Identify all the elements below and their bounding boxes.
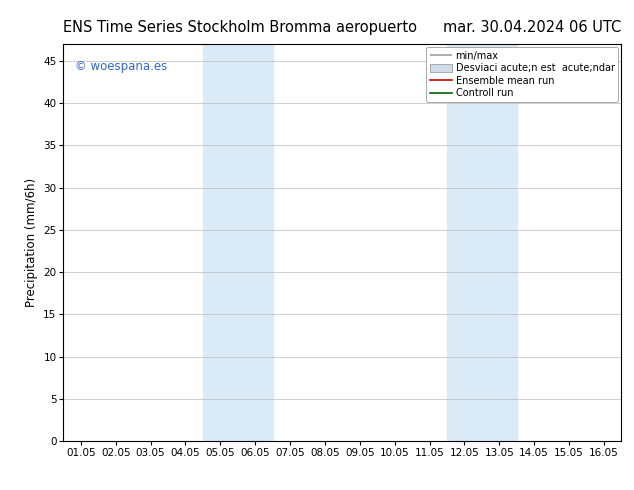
Legend: min/max, Desviaci acute;n est  acute;ndar, Ensemble mean run, Controll run: min/max, Desviaci acute;n est acute;ndar… <box>426 47 618 102</box>
Text: mar. 30.04.2024 06 UTC: mar. 30.04.2024 06 UTC <box>443 20 621 35</box>
Text: © woespana.es: © woespana.es <box>75 60 167 73</box>
Bar <box>203 44 273 441</box>
Y-axis label: Precipitation (mm/6h): Precipitation (mm/6h) <box>25 178 37 307</box>
Text: ENS Time Series Stockholm Bromma aeropuerto: ENS Time Series Stockholm Bromma aeropue… <box>63 20 417 35</box>
Bar <box>447 44 517 441</box>
